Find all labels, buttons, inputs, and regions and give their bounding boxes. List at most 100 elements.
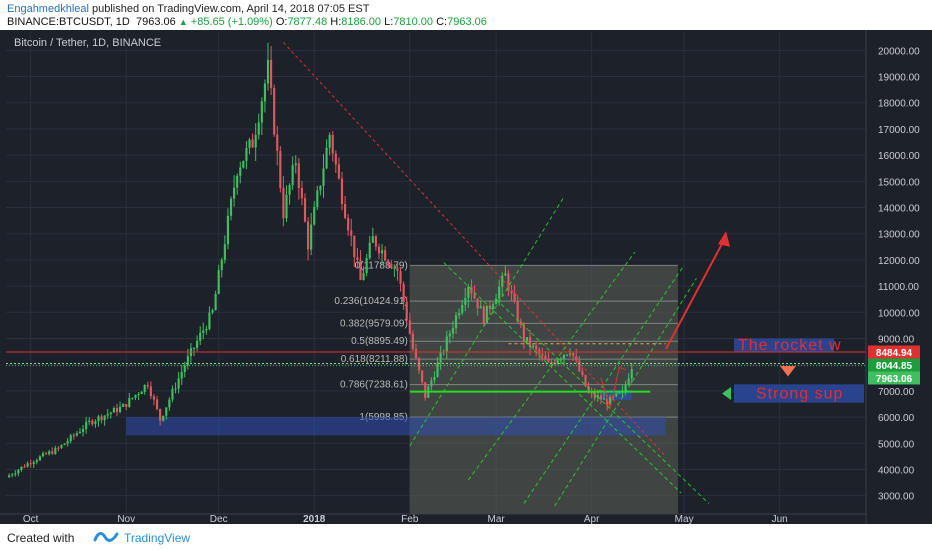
candle-up: [362, 272, 365, 280]
x-tick-label: May: [675, 514, 694, 524]
open-label: O:: [275, 16, 288, 28]
green-dashed-channel: [523, 264, 685, 504]
candle-up: [266, 59, 270, 84]
candle-down: [307, 221, 310, 250]
candle-up: [368, 242, 371, 259]
candle-up: [112, 407, 115, 413]
fib-retracement[interactable]: 0(11788.79) 0.236(10424.91) 0.382(9579.09)…: [334, 260, 678, 514]
candle-up: [371, 236, 374, 243]
candle-down: [473, 293, 476, 299]
candle-up: [60, 445, 63, 448]
candle-up: [319, 185, 322, 191]
y-tick-label: 4000.00: [878, 465, 915, 476]
candle-up: [365, 258, 368, 273]
candle-up: [433, 376, 436, 381]
x-tick-label: Dec: [210, 514, 228, 524]
candle-up: [14, 473, 17, 475]
candle-up: [165, 407, 168, 416]
green-dashed-channel: [554, 277, 697, 507]
y-tick-label: 12000.00: [878, 256, 920, 267]
candle-down: [149, 386, 152, 397]
red-dotted-trendline: [283, 42, 667, 457]
candle-up: [569, 353, 572, 355]
candle-up: [8, 475, 11, 478]
candle-down: [572, 353, 575, 357]
high-label: H:: [330, 16, 342, 28]
candle-up: [245, 147, 248, 161]
strong-support-zone: [734, 384, 864, 403]
candle-down: [146, 384, 149, 387]
y-tick-label: 19000.00: [878, 73, 920, 84]
candle-down: [303, 198, 307, 222]
candle-up: [20, 466, 23, 470]
rocket-annotation: The rocket w: [738, 337, 842, 354]
rocket-arrow-head-icon: [718, 231, 730, 247]
candle-up: [32, 462, 35, 464]
candle-up: [436, 362, 439, 377]
price-chart[interactable]: 0(11788.79) 0.236(10424.91) 0.382(9579.09)…: [0, 30, 932, 524]
candle-up: [137, 394, 140, 396]
candle-up: [183, 365, 186, 372]
candle-up: [88, 420, 91, 422]
fib-level-label: 0.236(10424.91): [334, 296, 407, 307]
fib-level-label: 0.618(8211.88): [341, 354, 408, 365]
candle-up: [609, 395, 612, 405]
candle-up: [162, 415, 165, 421]
candle-up: [94, 421, 97, 425]
candle-down: [91, 420, 94, 425]
close-value: 7963.06: [447, 16, 487, 28]
candle-up: [328, 134, 331, 148]
candle-up: [451, 328, 455, 334]
candle-up: [325, 147, 328, 169]
chart-footer: Created with TradingView: [0, 524, 932, 550]
support-zones[interactable]: [126, 338, 864, 436]
candle-up: [199, 332, 202, 341]
close-label: C:: [436, 16, 448, 28]
candle-up: [174, 388, 177, 390]
trend-drawings[interactable]: [6, 42, 866, 507]
candle-down: [251, 139, 254, 148]
candle-up: [458, 312, 461, 316]
candle-up: [565, 354, 569, 356]
candle-down: [100, 416, 103, 421]
candle-up: [229, 198, 233, 216]
candle-up: [495, 298, 498, 305]
symbol-label: BINANCE:BTCUSDT, 1D: [7, 16, 130, 28]
price-tag-label: 8484.94: [876, 348, 913, 359]
candle-up: [439, 352, 442, 363]
candle-up: [103, 415, 106, 421]
fib-shaded-box: [409, 265, 678, 514]
tradingview-brand[interactable]: TradingView: [124, 531, 191, 545]
candle-up: [464, 297, 467, 305]
candle-up: [559, 358, 562, 361]
candle-down: [276, 134, 279, 151]
candle-up: [26, 463, 29, 467]
x-tick-label: Mar: [487, 514, 505, 524]
candle-up: [186, 356, 189, 366]
left-arrow-icon: [722, 386, 731, 401]
y-tick-label: 3000.00: [878, 492, 915, 503]
candle-down: [350, 230, 353, 236]
candle-up: [467, 286, 470, 298]
candle-up: [66, 441, 69, 444]
candle-up: [445, 336, 448, 352]
candle-up: [192, 347, 196, 349]
candle-down: [387, 260, 390, 264]
candle-up: [310, 224, 313, 250]
fib-level-label: 0.5(8895.49): [351, 336, 408, 347]
x-tick-label: Feb: [401, 514, 419, 524]
created-with-text: Created with: [7, 531, 75, 545]
y-tick-label: 10000.00: [878, 308, 920, 319]
author-link[interactable]: Engahmedkhleal: [7, 3, 89, 15]
candle-up: [627, 378, 630, 385]
chart-labels: The rocket w Strong sup 8484.94 8044.85 7963…: [738, 337, 920, 403]
x-tick-label: Apr: [584, 514, 600, 524]
candle-down: [599, 395, 602, 400]
candle-down: [23, 466, 26, 468]
candle-down: [44, 453, 48, 455]
candle-up: [322, 168, 325, 186]
candle-down: [390, 263, 393, 268]
candle-down: [590, 392, 593, 394]
fib-level-label: 0(11788.79): [355, 260, 408, 271]
candle-down: [273, 87, 276, 135]
